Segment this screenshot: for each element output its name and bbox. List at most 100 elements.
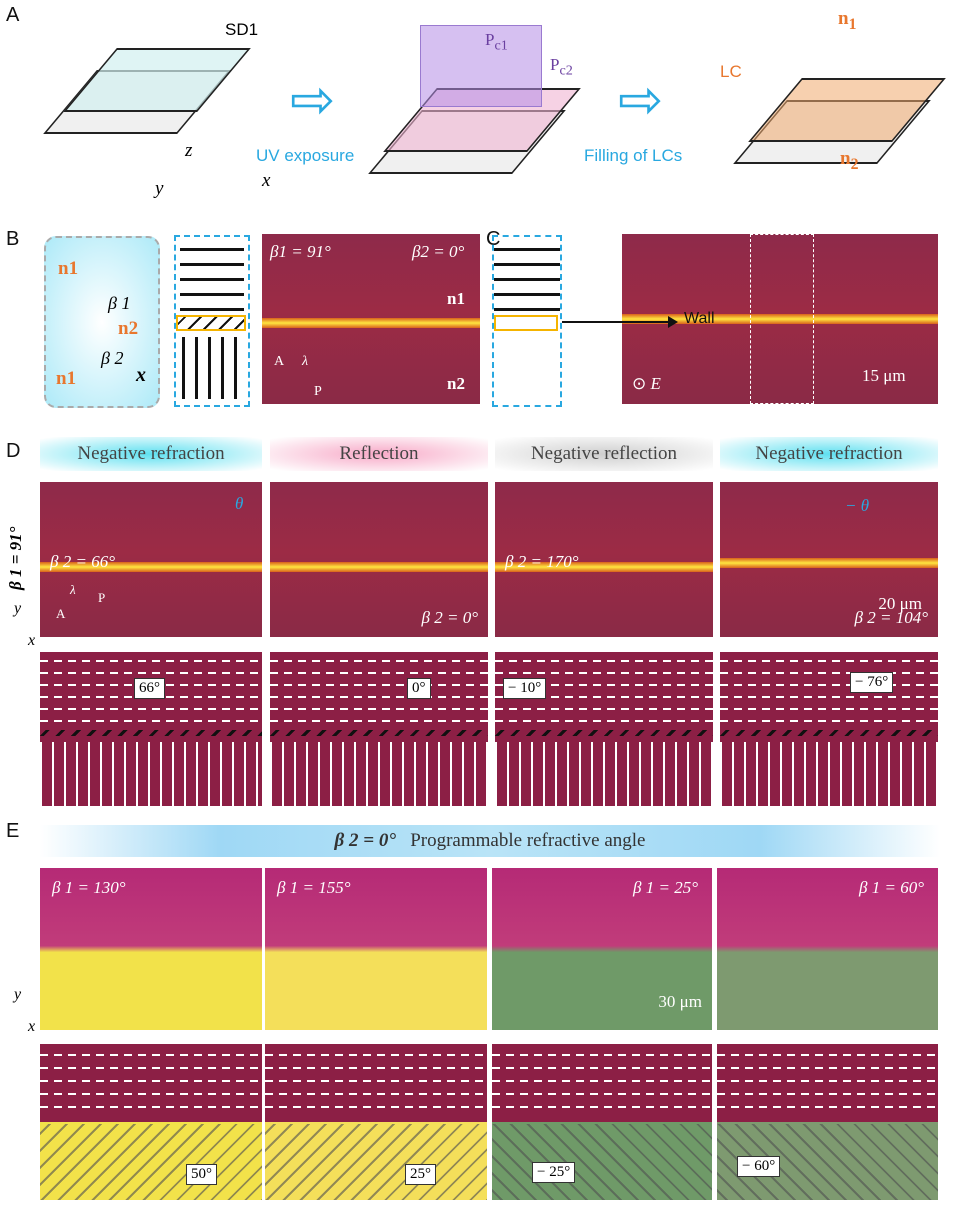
wall-directors: [270, 730, 488, 736]
polarizer-label: P: [98, 590, 106, 605]
n1-label: n1: [838, 8, 857, 33]
scale-bar-label: 15 μm: [862, 366, 906, 385]
domain-wall: [720, 558, 938, 568]
axis-y: y: [14, 986, 22, 1003]
wall-region: [494, 315, 558, 331]
axis-z: z: [185, 140, 193, 161]
director-row: [720, 672, 938, 674]
vertical-directors: [720, 742, 938, 806]
angle-label: 0°: [407, 678, 431, 699]
micrograph-d-1: β 2 = 0°: [270, 482, 488, 637]
beta1-value: β 1 = 155°: [277, 878, 351, 897]
wall-directors: [40, 730, 262, 736]
director-row: [265, 1093, 487, 1095]
director-row: [492, 1054, 712, 1056]
director-schematic: [174, 235, 250, 407]
director-row: [720, 684, 938, 686]
director-row: [495, 684, 713, 686]
micrograph-e-3: β 1 = 60°: [717, 868, 938, 1030]
header-3: Negative refraction: [720, 437, 938, 471]
angle-label: 50°: [186, 1164, 217, 1185]
director-row: [492, 1080, 712, 1082]
scale-bar-label: 20 μm: [878, 594, 922, 613]
director-row: [40, 1093, 262, 1095]
filling-lcs-label: Filling of LCs: [584, 146, 683, 165]
director-row: [40, 1067, 262, 1069]
director-row: [265, 1080, 487, 1082]
beta1-value: β 1 = 60°: [859, 878, 924, 897]
domain-wall: [270, 562, 488, 572]
n2-label: n2: [840, 148, 859, 173]
vertical-directors: [270, 742, 488, 806]
director-row: [717, 1080, 938, 1082]
polarizer-mask: [420, 25, 542, 107]
angle-label: − 10°: [503, 678, 547, 699]
n1-label: n1: [58, 258, 79, 279]
director-row: [720, 720, 938, 722]
lc-label: LC: [720, 62, 742, 81]
beta1-side-label: β 1 = 91°: [6, 526, 25, 590]
director-row: [270, 720, 488, 722]
n2-label: n2: [118, 318, 139, 339]
e-banner: β 2 = 0° Programmable refractive angle: [40, 825, 940, 857]
axis-x: x: [28, 1018, 36, 1035]
panel-a-label: A: [6, 4, 20, 26]
micrograph-e-0: β 1 = 130°: [40, 868, 262, 1030]
panel-b-label: B: [6, 228, 20, 250]
domain-wall: [495, 562, 713, 572]
lambda-label: λ: [302, 354, 309, 369]
director-row: [720, 708, 938, 710]
n2-label: n2: [447, 374, 465, 393]
header-2: Negative reflection: [495, 437, 713, 471]
angle-label: 25°: [405, 1164, 436, 1185]
horizontal-directors: [180, 241, 244, 311]
micrograph-e-1: β 1 = 155°: [265, 868, 487, 1030]
wall-directors: [495, 730, 713, 736]
highlight-box: [750, 234, 814, 404]
beta2-value: β 2 = 170°: [505, 552, 579, 571]
beta2-label: β 2: [101, 348, 124, 368]
vertical-directors: [40, 742, 262, 806]
beta1-value: β1 = 91°: [270, 242, 331, 261]
pc2-label: Pc2: [550, 55, 573, 79]
director-row: [495, 720, 713, 722]
beta2-value: β 2 = 104°: [854, 608, 929, 627]
angle-definition-box: n1 β 1 n2 β 2 n1 x: [44, 236, 160, 408]
header-0: Negative refraction: [40, 437, 262, 471]
schematic-d-2: − 10°: [495, 652, 713, 806]
sd1-label: SD1: [225, 20, 259, 39]
schematic-d-1: 0°: [270, 652, 488, 806]
director-row: [270, 684, 488, 686]
schematic-e-2: − 25°: [492, 1044, 712, 1200]
director-row: [40, 1080, 262, 1082]
director-row: [40, 708, 262, 710]
schematic-e-1: 25°: [265, 1044, 487, 1200]
tilted-directors: [265, 1124, 487, 1200]
beta2-value: β 2 = 66°: [50, 552, 115, 571]
director-row: [265, 1054, 487, 1056]
micrograph-d-3: β 2 = 104° − θ 20 μm: [720, 482, 938, 637]
analyzer-label: A: [274, 354, 285, 369]
axis-x: x: [262, 170, 271, 191]
lambda-label: λ: [70, 582, 76, 597]
beta2-value: β 2 = 0°: [421, 608, 479, 627]
schematic-d-3: − 76°: [720, 652, 938, 806]
panel-d-label: D: [6, 440, 21, 462]
director-row: [492, 1093, 712, 1095]
theta-label: − θ: [845, 496, 870, 515]
director-row: [265, 1106, 487, 1108]
director-row: [40, 672, 262, 674]
axis-x: x: [28, 632, 36, 649]
wall-directors: [720, 730, 938, 736]
angle-label: − 76°: [850, 672, 894, 693]
director-row: [495, 708, 713, 710]
schematic-e-0: 50°: [40, 1044, 262, 1200]
angle-label: − 60°: [737, 1156, 781, 1177]
beta1-label: β 1: [108, 293, 131, 313]
angle-label: 66°: [134, 678, 165, 699]
panel-e-label: E: [6, 820, 20, 842]
n1-label: n1: [447, 289, 465, 308]
uv-exposure-label: UV exposure: [256, 146, 355, 165]
beta2-value: β2 = 0°: [412, 242, 465, 261]
vertical-directors: [182, 337, 244, 399]
